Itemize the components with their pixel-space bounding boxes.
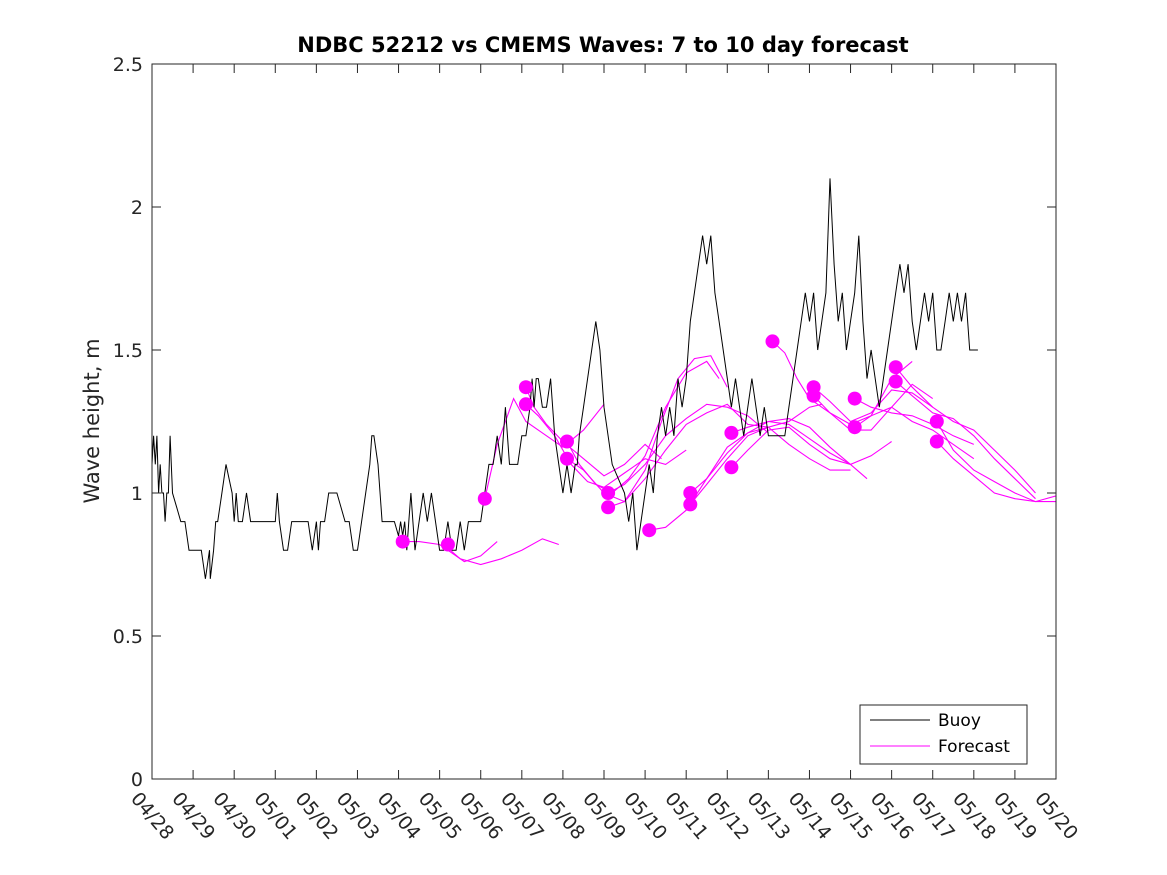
legend-label-buoy: Buoy [938,711,981,731]
forecast-start-marker [724,460,739,475]
forecast-start-marker [929,414,944,429]
forecast-line [607,403,769,494]
forecast-start-marker [847,391,862,406]
series-layer [152,178,1056,579]
forecast-line [895,381,1036,500]
y-tick-label: 1.5 [113,340,143,362]
forecast-line [854,398,975,445]
buoy-line [152,178,978,579]
forecast-start-marker [601,486,616,500]
forecast-start-marker [440,537,455,552]
legend-label-forecast: Forecast [938,737,1010,757]
forecast-start-marker [601,500,616,515]
forecast-line [731,426,892,468]
y-axis: 0 0.5 1 1.5 2 2.5 [113,54,1056,791]
forecast-line [854,406,975,460]
forecast-start-marker [395,534,410,549]
forecast-start-marker [806,388,821,403]
y-tick-label: 2 [131,197,143,219]
forecast-line [649,403,822,531]
forecast-start-marker [888,374,903,389]
forecast-start-marker [724,425,739,440]
chart-title: NDBC 52212 vs CMEMS Waves: 7 to 10 day f… [297,33,908,57]
forecast-start-marker [765,334,780,349]
forecast-line [813,383,934,431]
forecast-line [566,355,728,503]
forecast-line [525,386,662,477]
forecast-line [402,541,498,563]
y-axis-label: Wave height, m [80,338,104,503]
y-tick-label: 1 [131,483,143,505]
forecast-start-marker [847,420,862,435]
forecast-start-marker [518,397,533,412]
forecast-line [895,366,1036,494]
forecast-start-marker [683,486,698,500]
legend-box [859,704,1028,765]
forecast-start-marker [560,434,574,449]
forecast-start-marker [518,380,533,395]
forecast-line [443,538,559,566]
y-tick-label: 0.5 [113,626,143,648]
forecast-start-marker [888,360,903,375]
y-tick-label: 0 [131,769,143,791]
forecast-start-marker [683,497,698,512]
forecast-line [936,441,1056,503]
forecast-start-marker [642,523,657,538]
forecast-line [813,386,934,423]
forecast-start-marker [477,491,492,506]
forecast-line [689,426,851,505]
forecast-line [731,418,868,480]
forecast-start-marker [929,434,944,449]
forecast-start-marker [560,451,574,466]
legend: Buoy Forecast [859,704,1028,765]
y-tick-label: 2.5 [113,54,143,76]
